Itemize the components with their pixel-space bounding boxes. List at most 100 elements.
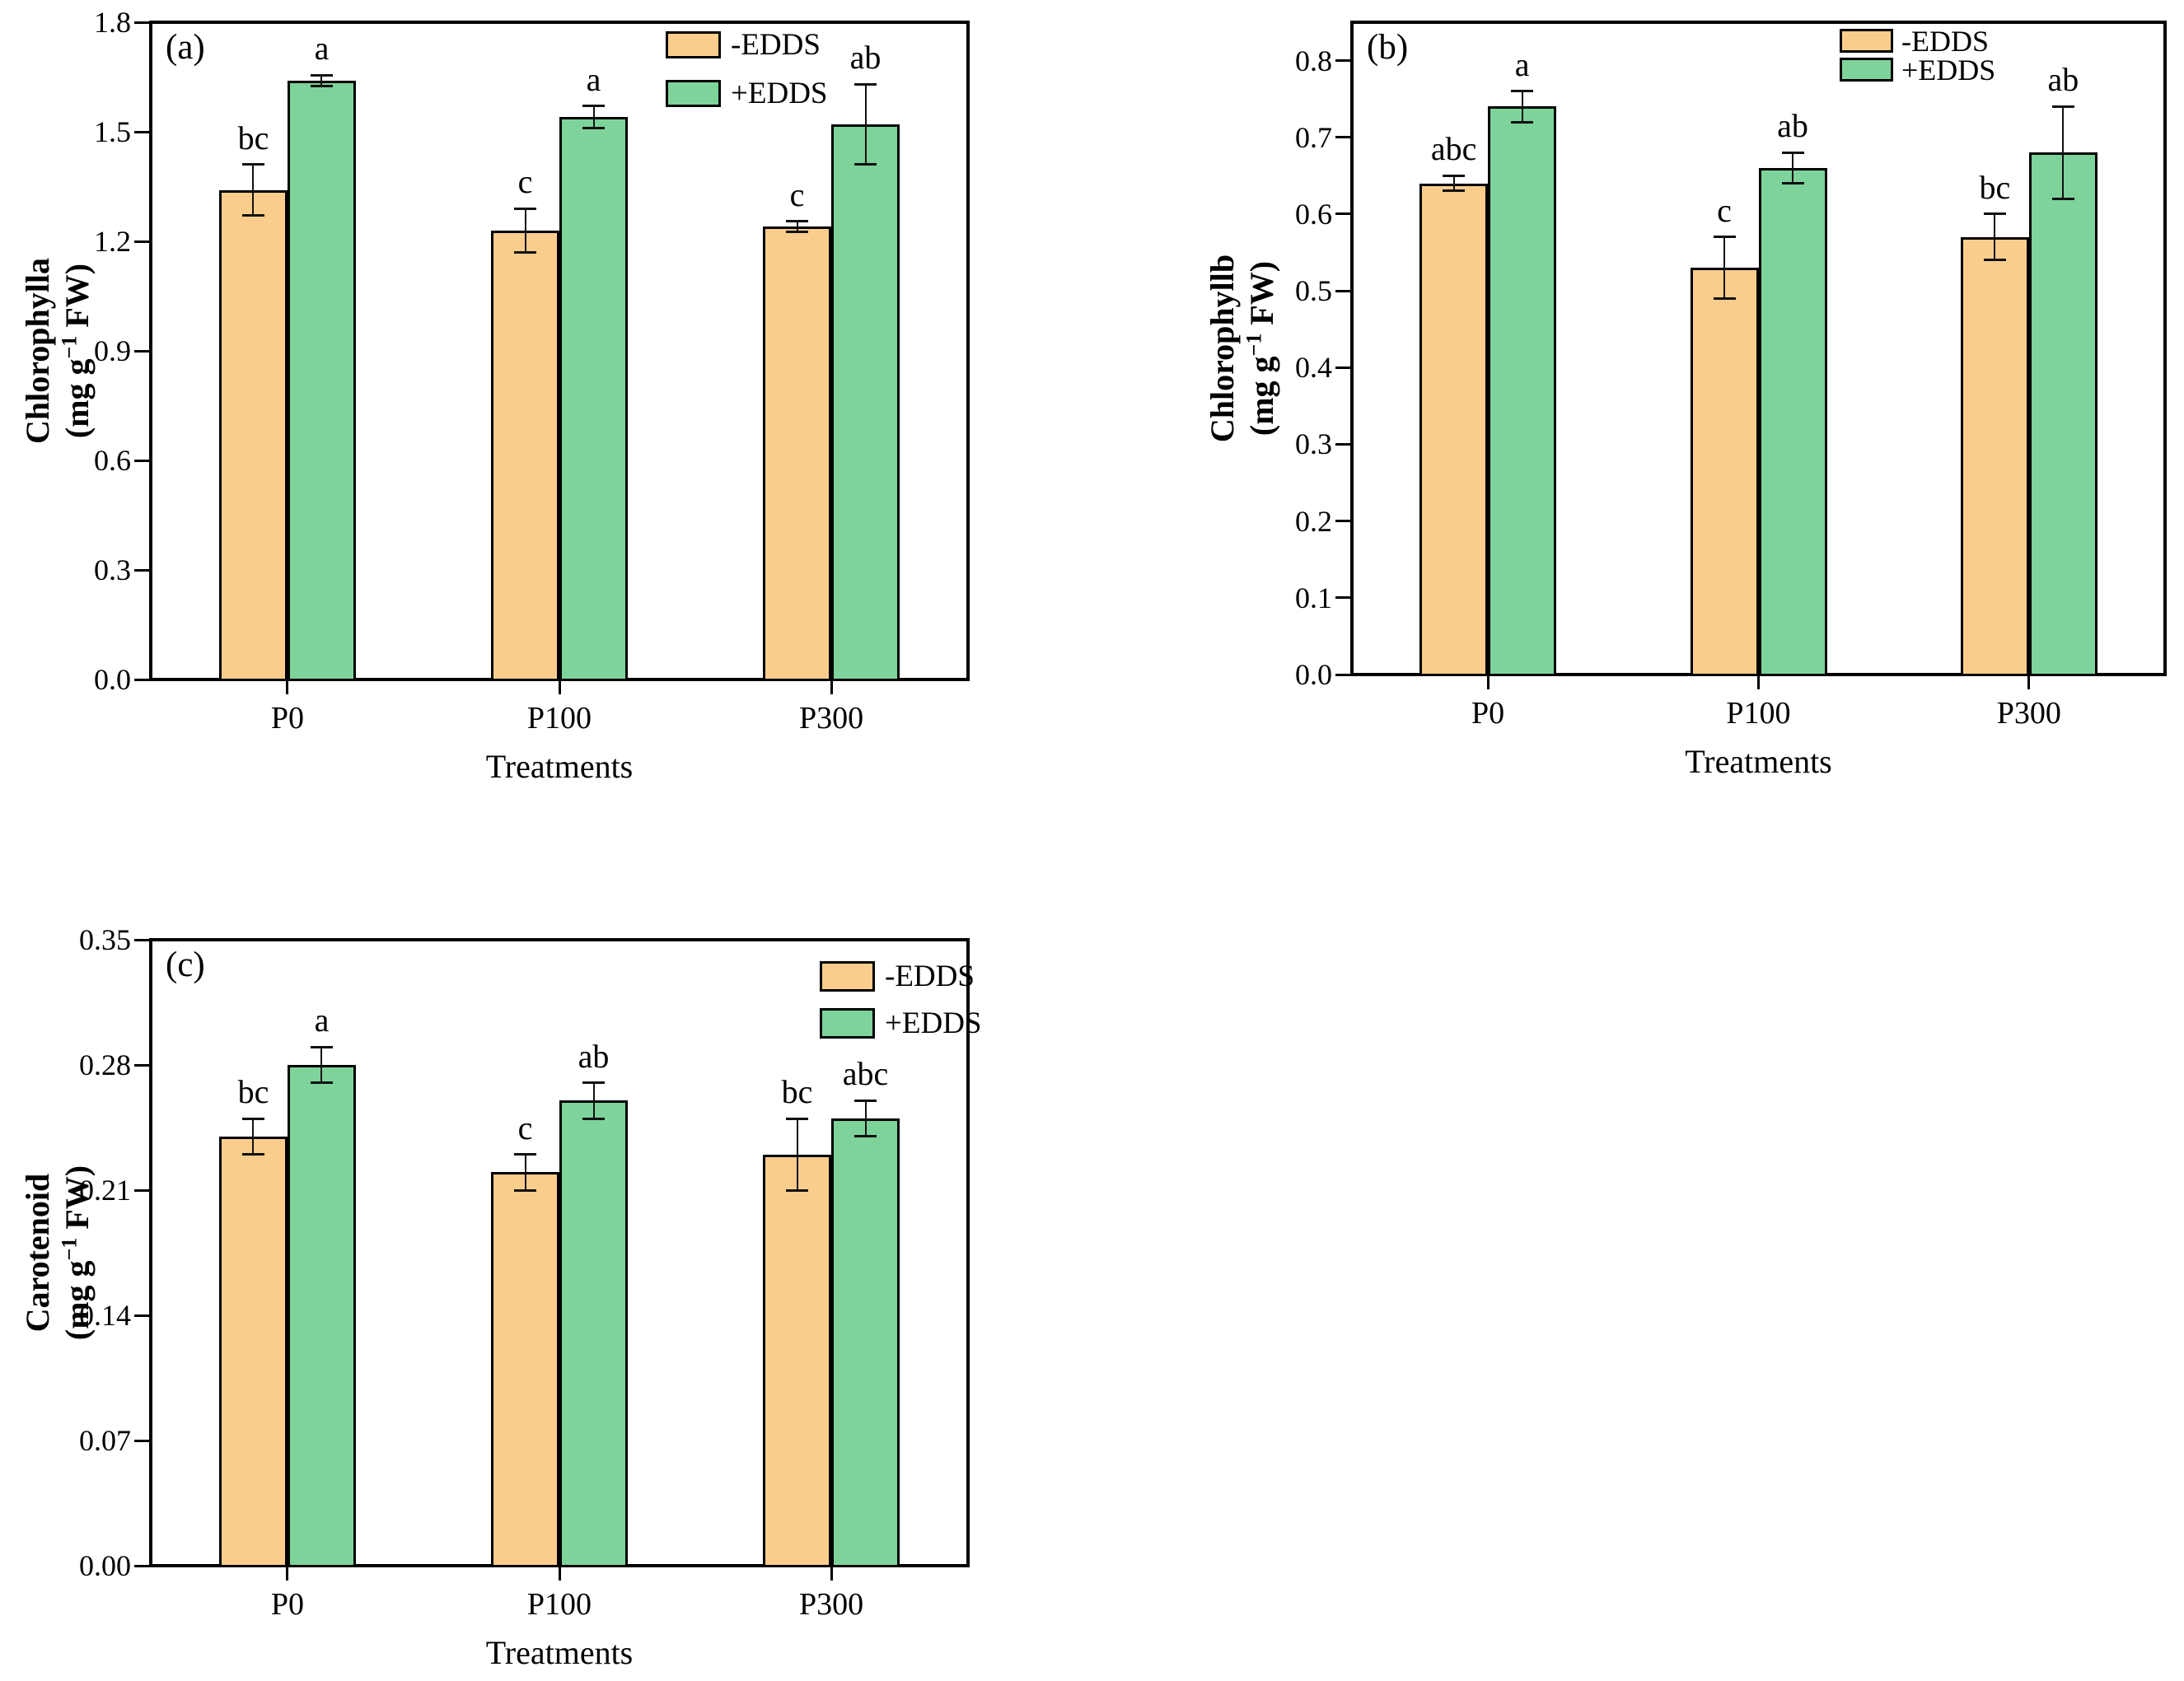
error-bar-cap-top	[786, 1117, 809, 1120]
significance-letter-text: ab	[849, 39, 882, 77]
error-bar-cap-top	[514, 1153, 536, 1156]
x-category-label: P100	[1668, 696, 1850, 731]
unit-suffix: FW)	[58, 263, 96, 336]
y-tick-text: 0.2	[1295, 504, 1332, 538]
significance-letter-text: ab	[578, 1037, 610, 1075]
bar-plusEDDS-P100	[559, 1100, 628, 1567]
y-tick-label: 0.9	[7, 334, 131, 367]
y-tick-label: 0.1	[1209, 581, 1332, 614]
significance-letter-text: a	[1514, 45, 1530, 83]
x-category-label: P300	[1938, 696, 2120, 731]
y-tick-label: 0.3	[1209, 427, 1332, 460]
x-axis-tick	[1757, 675, 1760, 689]
bar-minusEDDS-P100	[491, 1172, 559, 1567]
legend-item-minus-edds: -EDDS	[820, 959, 975, 994]
x-category-text: P100	[526, 1587, 592, 1622]
y-tick-label: 0.6	[7, 444, 131, 477]
x-axis-title: Treatments	[1352, 744, 2165, 780]
significance-letter: ab	[578, 1037, 610, 1075]
y-tick-label: 0.0	[7, 663, 131, 696]
panel-label: (c)	[166, 946, 205, 984]
y-tick-label: 0.28	[7, 1048, 131, 1081]
y-tick-text: 0.4	[1295, 351, 1332, 385]
legend-item-plus-edds: +EDDS	[1840, 54, 1995, 86]
significance-letter: c	[518, 1109, 533, 1146]
y-tick-label: 0.5	[1209, 274, 1332, 307]
bar-plusEDDS-P100	[559, 117, 628, 681]
x-axis-tick	[830, 1566, 833, 1581]
y-tick-label: 1.8	[7, 6, 131, 39]
x-category-text: P0	[270, 701, 305, 735]
significance-letter: bc	[238, 1074, 269, 1110]
bar-minusEDDS-P0	[218, 1136, 288, 1567]
y-axis-tick	[134, 568, 151, 572]
x-category-label: P0	[197, 1587, 378, 1622]
x-axis-title: Treatments	[151, 749, 968, 785]
bar-minusEDDS-P0	[218, 189, 288, 681]
legend-label-text: +EDDS	[885, 1006, 982, 1040]
minus-edds-swatch-icon	[1840, 29, 1893, 53]
y-tick-label: 1.5	[7, 115, 131, 148]
y-axis-tick	[134, 459, 151, 462]
y-axis-title-line1: Carotenoid	[18, 1174, 58, 1333]
error-bar	[252, 1118, 255, 1155]
y-axis-title: Chlorophylla (mg g−1 FW)	[12, 22, 103, 679]
minus-edds-swatch-icon	[820, 961, 875, 992]
error-bar-cap-top	[854, 1099, 877, 1102]
y-tick-text: 0.9	[94, 334, 131, 367]
error-bar-cap-bottom	[582, 1117, 605, 1120]
bar-minusEDDS-P300	[763, 1154, 832, 1567]
y-tick-label: 0.3	[7, 553, 131, 586]
y-tick-label: 0.07	[7, 1424, 131, 1457]
x-axis-tick	[558, 1566, 561, 1581]
significance-letter: a	[587, 61, 601, 98]
panel-letter: (a)	[166, 28, 205, 67]
x-axis-title-text: Treatments	[485, 1634, 634, 1671]
error-bar-cap-top	[514, 207, 536, 210]
y-axis-title-line1: Chlorophylla	[18, 258, 58, 444]
error-bar-cap-top	[582, 1081, 605, 1085]
significance-letter: a	[1514, 45, 1530, 83]
error-bar-cap-top	[582, 105, 605, 108]
y-axis-tick	[134, 130, 151, 133]
error-bar-cap-top	[1983, 212, 2006, 216]
error-bar-cap-top	[1781, 151, 1804, 154]
unit-prefix: (mg g	[1243, 356, 1280, 437]
y-axis-tick	[1335, 289, 1352, 292]
x-axis-title: Treatments	[151, 1635, 968, 1671]
error-bar	[524, 1154, 526, 1190]
error-bar-cap-top	[241, 1117, 264, 1120]
significance-letter-text: c	[1717, 191, 1732, 229]
legend-label: +EDDS	[731, 76, 828, 111]
x-category-text: P100	[526, 701, 592, 735]
x-axis-tick	[2027, 675, 2031, 689]
significance-letter: c	[790, 176, 805, 213]
significance-letter-text: ab	[2047, 61, 2079, 99]
y-tick-text: 0.0	[94, 663, 131, 696]
y-tick-label: 0.21	[7, 1174, 131, 1207]
y-axis-tick	[134, 1564, 151, 1567]
bar-plusEDDS-P300	[831, 1118, 900, 1567]
x-category-label: P100	[469, 1587, 650, 1622]
y-tick-text: 1.8	[94, 6, 131, 39]
error-bar-cap-bottom	[786, 231, 809, 234]
bar-minusEDDS-P100	[491, 230, 559, 681]
x-category-text: P0	[270, 1587, 305, 1622]
x-category-text: P0	[1471, 696, 1505, 731]
legend-label: -EDDS	[885, 959, 975, 994]
error-bar-cap-bottom	[2051, 197, 2074, 200]
error-bar	[320, 1047, 323, 1083]
x-axis-tick	[286, 679, 289, 694]
plus-edds-swatch-icon	[820, 1008, 875, 1039]
significance-letter: bc	[782, 1074, 813, 1110]
x-category-text: P100	[1726, 696, 1791, 731]
error-bar	[1452, 175, 1455, 191]
legend-item-plus-edds: +EDDS	[666, 77, 828, 110]
y-axis-tick	[134, 349, 151, 353]
legend-item-minus-edds: -EDDS	[666, 28, 821, 62]
significance-letter: ab	[2047, 62, 2079, 98]
error-bar-cap-bottom	[854, 1135, 877, 1138]
bar-minusEDDS-P100	[1690, 268, 1759, 676]
y-axis-tick	[1335, 59, 1352, 63]
legend-label: -EDDS	[731, 27, 821, 63]
